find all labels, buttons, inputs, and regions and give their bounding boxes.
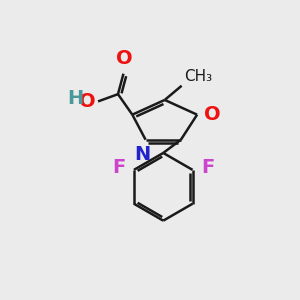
- Text: N: N: [134, 145, 151, 164]
- Text: F: F: [112, 158, 125, 177]
- Text: O: O: [79, 92, 96, 111]
- Text: H: H: [67, 89, 83, 108]
- Text: CH₃: CH₃: [184, 69, 212, 84]
- Text: O: O: [204, 105, 220, 124]
- Text: O: O: [116, 50, 132, 68]
- Text: F: F: [201, 158, 215, 177]
